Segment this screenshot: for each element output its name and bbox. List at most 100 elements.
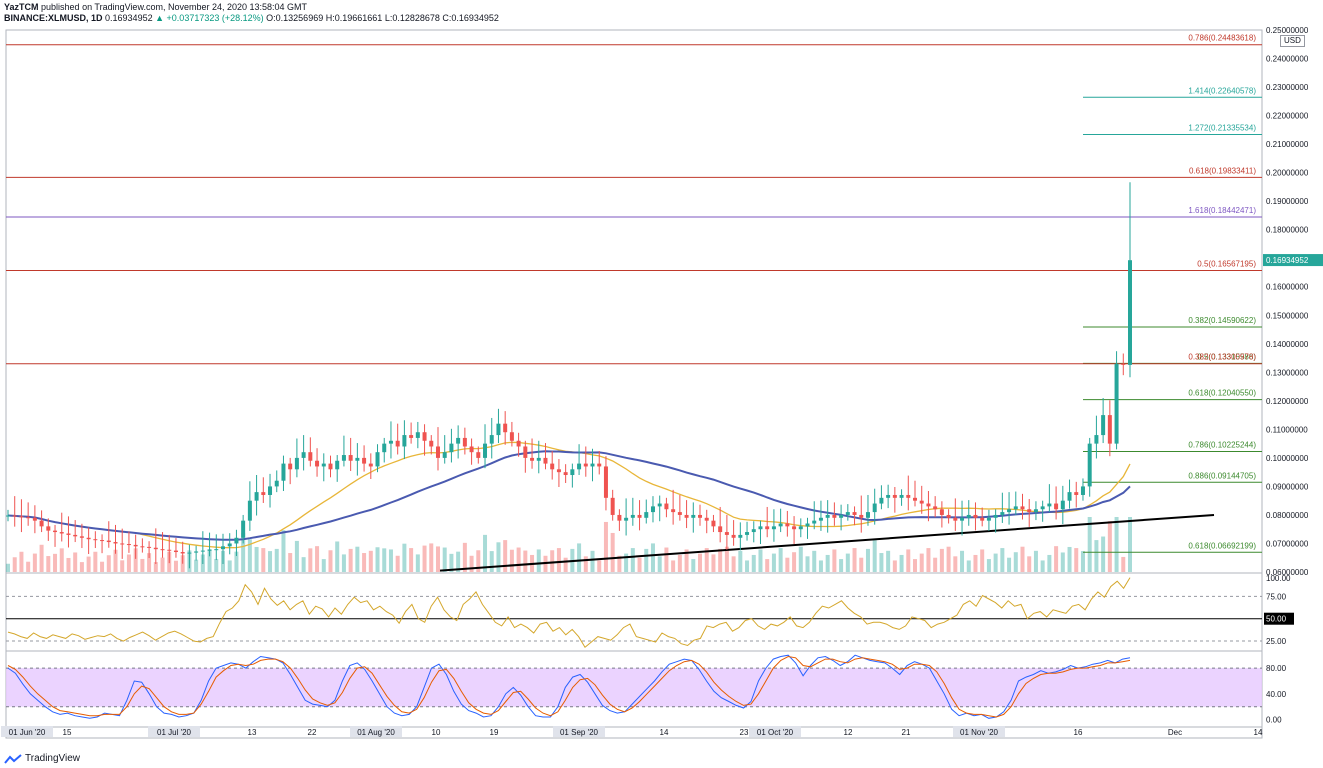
volume-bar <box>536 549 541 572</box>
volume-bar <box>657 556 662 572</box>
volume-bar <box>1020 546 1025 572</box>
volume-bar <box>738 550 743 572</box>
candle-body <box>738 534 743 538</box>
volume-bar <box>523 550 528 572</box>
x-tick-label: 01 Nov '20 <box>960 728 999 737</box>
candle-body <box>671 509 676 513</box>
volume-bar <box>745 560 750 572</box>
volume-bar <box>308 548 313 572</box>
volume-bar <box>153 562 158 572</box>
volume-bar <box>59 548 64 572</box>
volume-bar <box>26 561 31 572</box>
candle-body <box>120 543 125 545</box>
currency-badge[interactable]: USD <box>1280 35 1305 47</box>
candle-body <box>133 544 138 547</box>
volume-bar <box>624 553 629 572</box>
fib-level-label: 0.382(0.14590622) <box>1188 316 1256 325</box>
candle-body <box>86 537 91 540</box>
candle-body <box>684 514 689 518</box>
rsi-tick-label: 100.00 <box>1266 574 1291 583</box>
volume-bar <box>126 554 131 572</box>
fib-level-label: 0.786(0.24483618) <box>1188 34 1256 43</box>
candle-body <box>832 514 837 518</box>
candle-body <box>1047 503 1052 507</box>
candle-body <box>1013 506 1018 510</box>
candle-body <box>341 455 346 461</box>
candle-body <box>798 526 803 530</box>
volume-bar <box>946 546 951 572</box>
candle-body <box>637 514 642 518</box>
candle-body <box>986 517 991 521</box>
tradingview-logo[interactable]: TradingView <box>4 753 80 764</box>
volume-bar <box>1067 546 1072 572</box>
candle-body <box>765 526 770 530</box>
candle-body <box>1020 506 1025 510</box>
candle-body <box>234 537 239 544</box>
fib-level-label: 0.382(0.13300978) <box>1188 353 1256 362</box>
candle-body <box>530 457 535 461</box>
candle-body <box>241 520 246 538</box>
candle-body <box>785 523 790 527</box>
candle-body <box>167 549 172 551</box>
x-tick-label: 13 <box>248 728 257 737</box>
volume-bar <box>980 549 985 572</box>
volume-bar <box>66 557 71 572</box>
candle-body <box>1054 503 1059 510</box>
candle-body <box>288 463 293 470</box>
up-arrow-icon: ▲ <box>155 13 165 23</box>
volume-bar <box>731 556 736 572</box>
candle-body <box>126 544 131 546</box>
volume-bar <box>919 553 924 572</box>
volume-bar <box>724 546 729 572</box>
volume-bar <box>1128 517 1132 572</box>
candle-body <box>745 532 750 535</box>
candle-body <box>1067 492 1072 501</box>
volume-bar <box>395 555 400 572</box>
price-tick-label: 0.09000000 <box>1266 482 1309 491</box>
volume-bar <box>254 546 259 572</box>
volume-bar <box>603 521 608 572</box>
volume-bar <box>516 547 521 572</box>
volume-bar <box>120 560 125 572</box>
candle-body <box>1121 363 1126 365</box>
volume-bar <box>301 557 306 572</box>
volume-bar <box>214 558 219 572</box>
candle-body <box>610 497 615 515</box>
publish-line: YazTCM published on TradingView.com, Nov… <box>4 2 307 13</box>
x-tick-highlight <box>1 726 53 737</box>
candle-body <box>859 514 864 518</box>
candle-body <box>872 503 877 513</box>
volume-bar <box>966 560 971 572</box>
candle-body <box>657 503 662 507</box>
volume-bar <box>718 548 723 572</box>
volume-bar <box>939 548 944 572</box>
candle-body <box>704 517 709 521</box>
ohlc-low: L:0.12828678 <box>384 13 440 23</box>
symbol-label[interactable]: BINANCE:XLMUSD, 1D <box>4 13 103 23</box>
volume-bar <box>684 549 689 572</box>
publisher-name[interactable]: YazTCM <box>4 2 39 12</box>
volume-bar <box>375 547 380 572</box>
candle-body <box>1107 415 1112 444</box>
x-tick-label: 01 Aug '20 <box>357 728 395 737</box>
price-tick-label: 0.25000000 <box>1266 26 1309 35</box>
volume-bar <box>274 548 279 572</box>
candle-body <box>79 536 84 538</box>
volume-bar <box>435 546 440 572</box>
price-tick-label: 0.10000000 <box>1266 454 1309 463</box>
volume-bar <box>993 553 998 572</box>
volume-bar <box>577 543 582 572</box>
volume-bar <box>321 559 326 572</box>
volume-bar <box>268 551 273 572</box>
candle-body <box>677 512 682 515</box>
candle-body <box>805 523 810 527</box>
support-trendline <box>439 513 1215 572</box>
volume-bar <box>469 555 474 572</box>
volume-bar <box>93 551 98 572</box>
volume-bar <box>382 548 387 572</box>
candle-body <box>913 497 918 501</box>
volume-bar <box>1027 556 1032 572</box>
volume-bar <box>650 543 655 572</box>
volume-bar <box>637 557 642 572</box>
